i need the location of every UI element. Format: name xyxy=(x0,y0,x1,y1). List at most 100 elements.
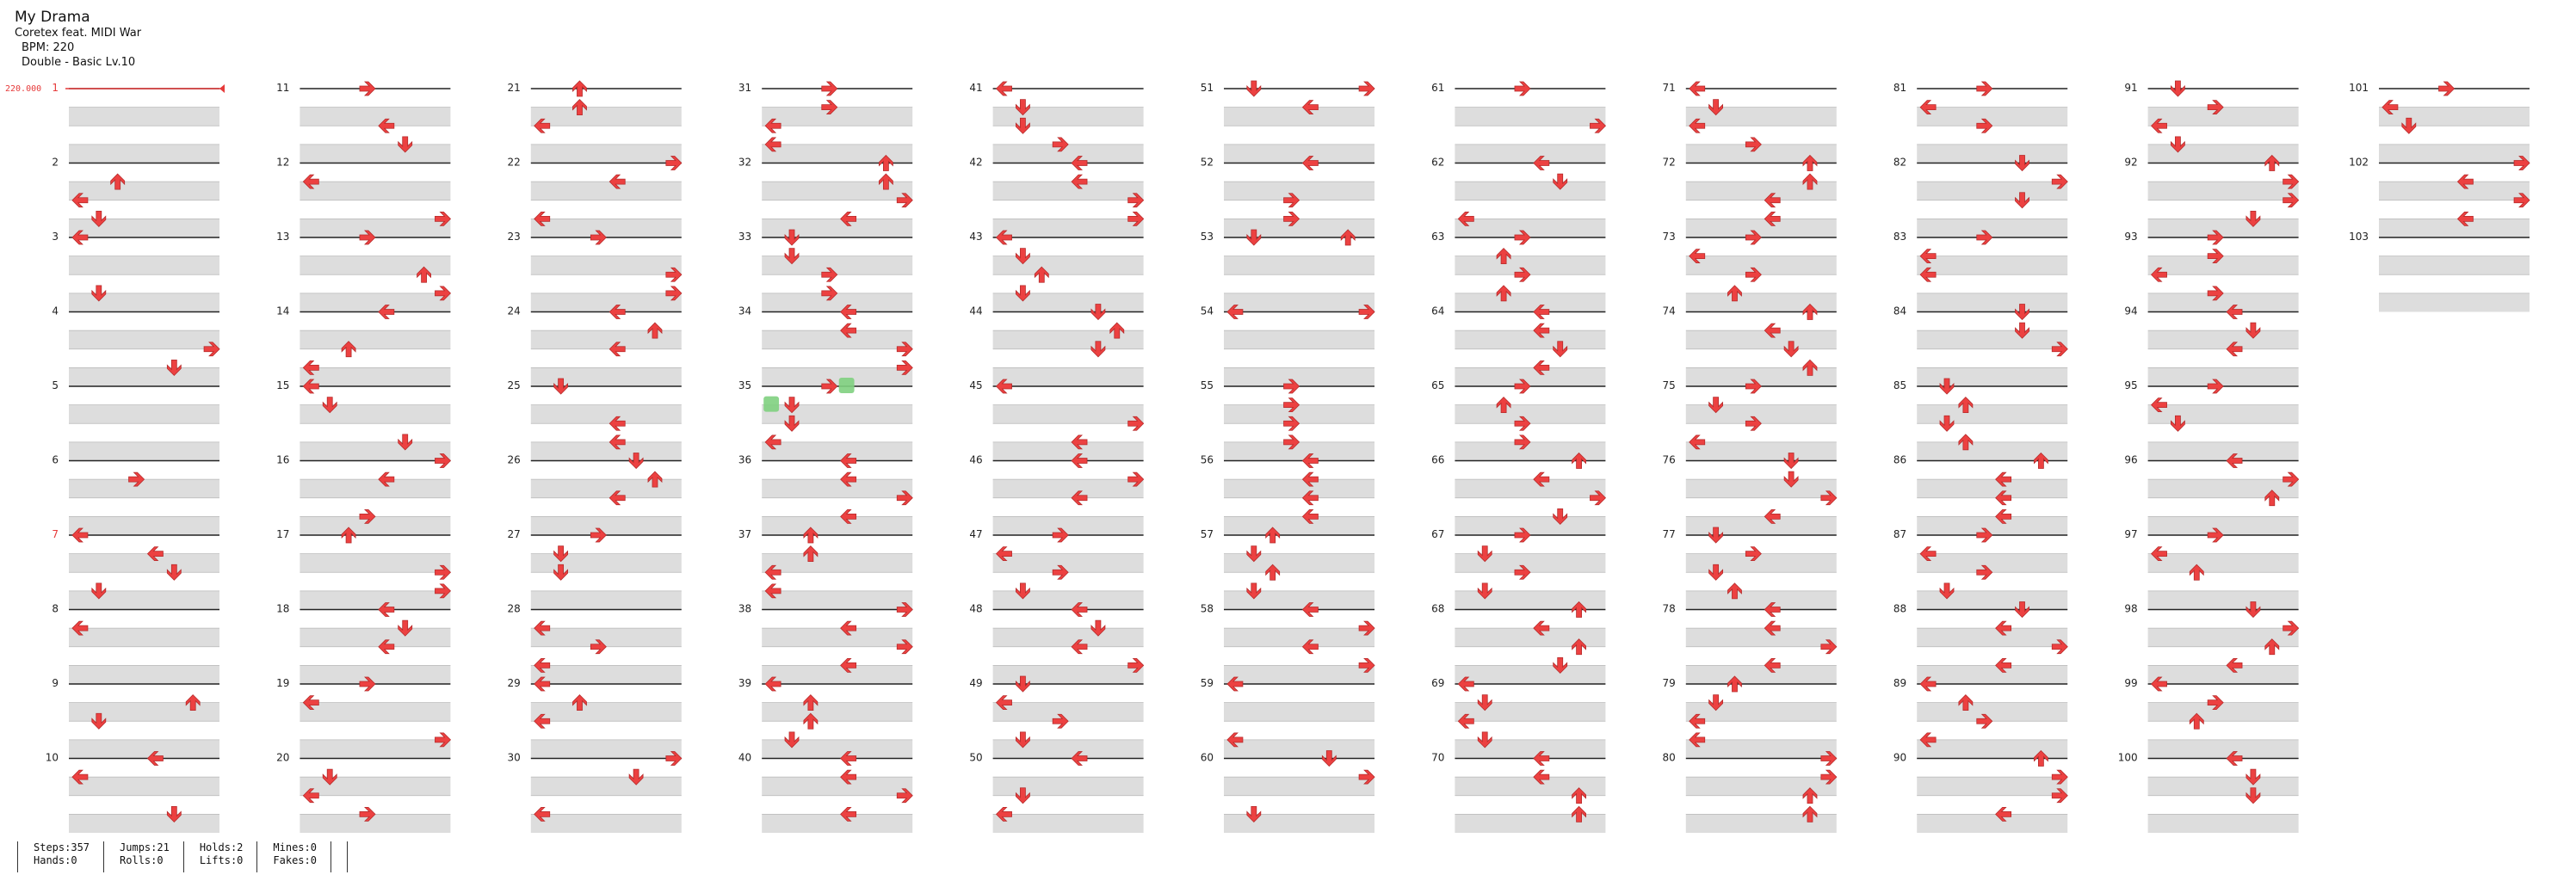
beat-band xyxy=(1455,293,1606,312)
arrow-left-icon xyxy=(995,379,1012,394)
arrow-left-icon xyxy=(1301,471,1319,487)
beat-band xyxy=(1685,107,1837,126)
beat-band xyxy=(530,553,682,573)
stats-mines-fakes: Mines:0 Fakes:0 xyxy=(256,841,330,872)
measure-number: 19 xyxy=(276,677,289,689)
measure-15: 15 xyxy=(276,379,451,461)
beat-band xyxy=(1224,441,1374,461)
beat-band xyxy=(1917,814,2068,833)
beat-band xyxy=(992,739,1144,759)
arrow-up-icon xyxy=(1958,397,1974,414)
measure-71: 71 xyxy=(1663,82,1837,163)
arrow-left-icon xyxy=(2456,211,2474,226)
arrow-left-icon xyxy=(2150,546,2167,562)
measure-number: 38 xyxy=(738,603,751,615)
stats-holds-lifts: Holds:2 Lifts:0 xyxy=(182,841,257,872)
stat-steps: Steps:357 xyxy=(34,841,90,853)
arrow-down-icon xyxy=(1939,415,1955,432)
arrow-down-icon xyxy=(1016,99,1030,116)
arrow-right-icon xyxy=(1745,379,1762,394)
beat-band xyxy=(1685,367,1837,386)
arrow-left-icon xyxy=(71,527,89,543)
arrow-right-icon xyxy=(821,100,838,115)
beat-band xyxy=(1455,628,1606,647)
arrow-up-icon xyxy=(185,694,201,712)
measure-73: 73 xyxy=(1663,231,1837,312)
measure-number: 37 xyxy=(738,528,751,540)
beat-band xyxy=(1455,739,1606,759)
beat-band xyxy=(2379,256,2530,275)
beat-band xyxy=(1685,404,1837,424)
measure-40: 40 xyxy=(738,752,913,833)
arrow-right-icon xyxy=(128,471,145,487)
arrow-left-icon xyxy=(840,769,857,785)
arrow-down-icon xyxy=(1939,582,1955,600)
arrow-left-icon xyxy=(302,379,319,394)
measure-number: 69 xyxy=(1431,677,1444,689)
stat-mines: Mines:0 xyxy=(273,841,317,853)
beat-band xyxy=(300,590,451,610)
arrow-left-icon xyxy=(608,490,626,506)
beat-band xyxy=(530,814,682,833)
beat-band xyxy=(530,144,682,163)
measure-7: 7 xyxy=(52,528,219,610)
measure-16: 16 xyxy=(276,454,451,535)
beat-band xyxy=(1917,219,2068,237)
arrow-right-icon xyxy=(896,602,913,617)
beat-band xyxy=(1224,777,1374,796)
arrow-right-icon xyxy=(1514,527,1531,543)
beat-band xyxy=(2147,144,2299,163)
arrow-left-icon xyxy=(378,118,395,133)
arrow-left-icon xyxy=(378,471,395,487)
song-artist: Coretex feat. MIDI War xyxy=(15,27,142,40)
beat-band xyxy=(2147,404,2299,424)
measure-9: 9 xyxy=(52,677,219,759)
beat-band xyxy=(2147,814,2299,833)
measure-number: 21 xyxy=(508,82,521,94)
measure-number: 71 xyxy=(1663,82,1676,94)
beat-band xyxy=(992,182,1144,200)
beat-band xyxy=(1455,516,1606,535)
measure-60: 60 xyxy=(1201,752,1374,833)
beat-band xyxy=(300,404,451,424)
arrow-left-icon xyxy=(1689,434,1706,450)
arrow-down-icon xyxy=(1708,564,1724,581)
measure-24: 24 xyxy=(508,305,682,386)
beat-band xyxy=(530,107,682,126)
beat-band xyxy=(530,590,682,610)
measure-55: 55 xyxy=(1201,379,1374,461)
arrow-left-icon xyxy=(1301,639,1319,655)
arrow-right-icon xyxy=(1514,434,1531,450)
beat-band xyxy=(762,367,913,386)
beat-band xyxy=(1224,367,1374,386)
arrow-down-icon xyxy=(91,285,107,302)
measure-89: 89 xyxy=(1893,677,2068,759)
measure-number: 6 xyxy=(52,454,59,466)
arrow-left-icon xyxy=(1457,676,1474,692)
arrow-left-icon xyxy=(1071,602,1088,617)
arrow-left-icon xyxy=(1764,620,1781,636)
arrow-left-icon xyxy=(378,305,395,319)
arrow-left-icon xyxy=(1301,490,1319,506)
beat-band xyxy=(69,553,219,573)
measure-number: 36 xyxy=(738,454,751,466)
arrow-left-icon xyxy=(71,230,89,245)
measure-number: 41 xyxy=(969,82,982,94)
arrow-right-icon xyxy=(1976,713,1993,729)
measure-number: 54 xyxy=(1201,305,1214,317)
arrow-right-icon xyxy=(359,806,376,822)
measure-11: 11 xyxy=(276,82,451,163)
beat-band xyxy=(1917,665,2068,684)
arrow-down-icon xyxy=(1477,582,1492,600)
arrow-down-icon xyxy=(1246,582,1262,600)
arrow-down-icon xyxy=(1553,341,1568,358)
arrow-right-icon xyxy=(1976,230,1993,245)
arrow-right-icon xyxy=(2051,788,2068,804)
arrow-right-icon xyxy=(1283,397,1300,413)
beat-band xyxy=(530,479,682,498)
arrow-left-icon xyxy=(764,564,781,580)
beat-band xyxy=(530,219,682,237)
arrow-left-icon xyxy=(1533,769,1550,785)
beat-band xyxy=(992,293,1144,312)
beat-band xyxy=(2147,739,2299,759)
